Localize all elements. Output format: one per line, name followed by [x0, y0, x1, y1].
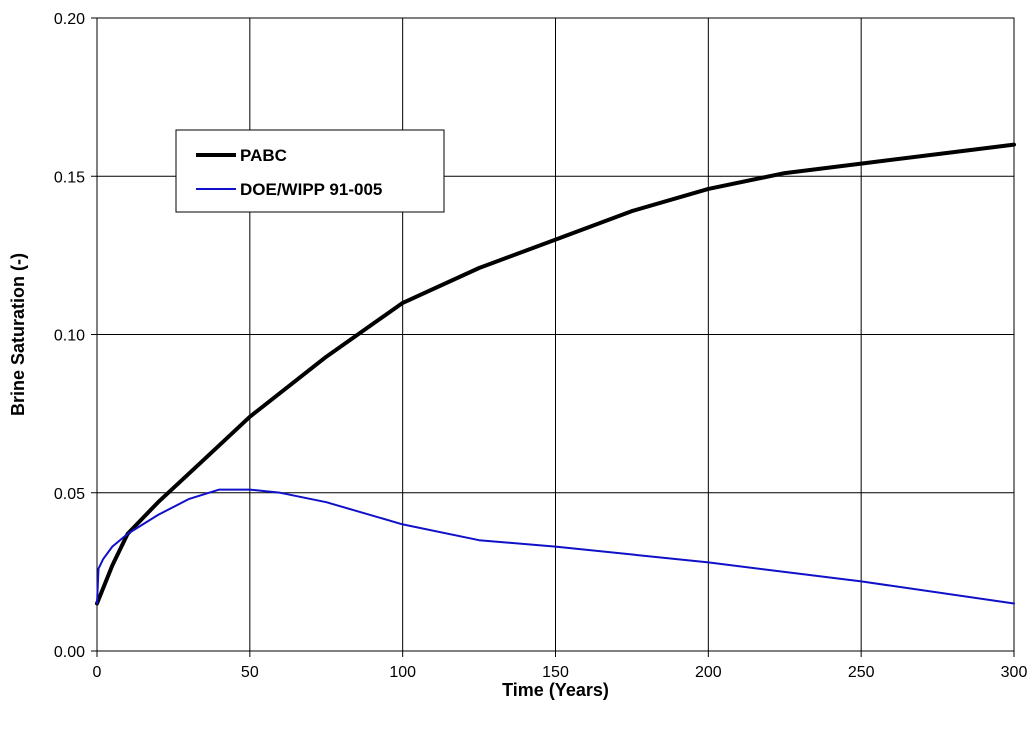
x-axis-ticks: 0 50 100 150 200 250 300	[93, 651, 1028, 681]
legend-box	[175, 129, 445, 213]
y-tick-label: 0.00	[54, 644, 85, 661]
legend: PABC DOE/WIPP 91-005	[175, 129, 445, 213]
y-tick-label: 0.20	[54, 11, 85, 28]
x-tick-label: 100	[389, 664, 416, 681]
x-tick-label: 300	[1001, 664, 1028, 681]
series-line-0	[95, 142, 1016, 606]
y-tick-label: 0.10	[54, 328, 85, 345]
x-tick-label: 50	[241, 664, 259, 681]
series-line-1	[96, 488, 1015, 605]
y-tick-label: 0.05	[54, 486, 85, 503]
x-tick-label: 200	[695, 664, 722, 681]
x-tick-label: 250	[848, 664, 875, 681]
x-tick-label: 150	[542, 664, 569, 681]
series-group	[95, 142, 1016, 606]
y-axis-title: Brine Saturation (-)	[8, 253, 28, 416]
legend-label-doe-wipp: DOE/WIPP 91-005	[240, 180, 382, 199]
y-axis-ticks: 0.00 0.05 0.10 0.15 0.20	[54, 11, 97, 661]
legend-label-pabc: PABC	[240, 146, 287, 165]
x-tick-label: 0	[93, 664, 102, 681]
x-axis-title: Time (Years)	[502, 680, 609, 700]
y-tick-label: 0.15	[54, 169, 85, 186]
